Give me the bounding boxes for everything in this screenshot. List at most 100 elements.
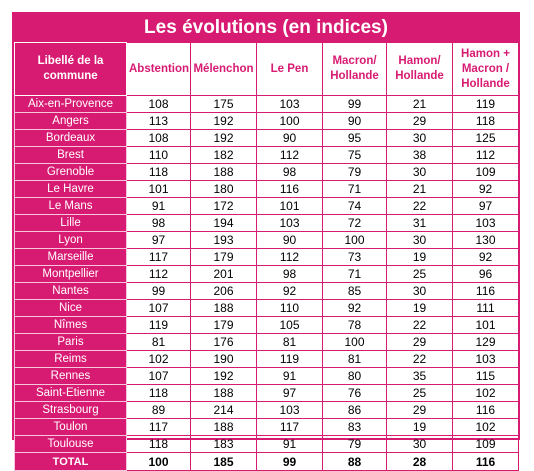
column-header-line: Abstention: [129, 62, 190, 75]
commune-name-cell: Nantes: [14, 282, 127, 300]
table-row: Rennes 107 192 91 80 35 115: [14, 367, 519, 385]
value-cell: 107: [126, 299, 191, 317]
table-row: Toulon 117 188 117 83 19 102: [14, 418, 519, 436]
commune-name-cell: Strasbourg: [14, 401, 127, 419]
commune-name-cell: Reims: [14, 350, 127, 368]
commune-name-cell: Grenoble: [14, 163, 127, 181]
column-header: Hamon/Hollande: [386, 42, 453, 96]
value-cell: 29: [386, 333, 453, 351]
value-cell: 99: [126, 282, 191, 300]
value-cell: 79: [322, 163, 387, 181]
column-header-line: Macron/: [332, 55, 377, 67]
table-row: Brest 110 182 112 75 38 112: [14, 146, 519, 164]
value-cell: 90: [256, 129, 323, 147]
value-cell: 190: [190, 350, 257, 368]
value-cell: 109: [452, 435, 519, 453]
value-cell: 71: [322, 180, 387, 198]
value-cell: 185: [190, 452, 257, 471]
value-cell: 38: [386, 146, 453, 164]
value-cell: 116: [452, 452, 519, 471]
value-cell: 175: [190, 95, 257, 113]
value-cell: 30: [386, 163, 453, 181]
value-cell: 119: [452, 95, 519, 113]
value-cell: 90: [322, 112, 387, 130]
table-row: Aix-en-Provence 108 175 103 99 21 119: [14, 95, 519, 113]
value-cell: 188: [190, 418, 257, 436]
value-cell: 91: [256, 435, 323, 453]
value-cell: 28: [386, 452, 453, 471]
value-cell: 22: [386, 350, 453, 368]
value-cell: 74: [322, 197, 387, 215]
value-cell: 192: [190, 367, 257, 385]
column-header: Le Pen: [256, 42, 323, 96]
table-row: Nîmes 119 179 105 78 22 101: [14, 316, 519, 334]
value-cell: 100: [256, 112, 323, 130]
value-cell: 86: [322, 401, 387, 419]
value-cell: 113: [126, 112, 191, 130]
value-cell: 88: [322, 452, 387, 471]
value-cell: 98: [256, 163, 323, 181]
value-cell: 29: [386, 112, 453, 130]
value-cell: 22: [386, 197, 453, 215]
value-cell: 116: [452, 282, 519, 300]
table-row: Le Mans 91 172 101 74 22 97: [14, 197, 519, 215]
commune-name-cell: Toulouse: [14, 435, 127, 453]
value-cell: 21: [386, 95, 453, 113]
value-cell: 30: [386, 282, 453, 300]
value-cell: 19: [386, 248, 453, 266]
value-cell: 71: [322, 265, 387, 283]
column-header-commune: Libellé de la commune: [14, 42, 127, 96]
value-cell: 111: [452, 299, 519, 317]
total-row: TOTAL 100 185 99 88 28 116: [14, 452, 519, 471]
header-commune-line2: commune: [43, 70, 98, 82]
table-title: Les évolutions (en indices): [14, 14, 518, 42]
value-cell: 76: [322, 384, 387, 402]
commune-name-cell: Le Mans: [14, 197, 127, 215]
value-cell: 119: [256, 350, 323, 368]
value-cell: 118: [126, 435, 191, 453]
table-row: Montpellier 112 201 98 71 25 96: [14, 265, 519, 283]
value-cell: 103: [452, 214, 519, 232]
value-cell: 193: [190, 231, 257, 249]
column-header-line: Hollande: [461, 77, 510, 90]
commune-name-cell: Montpellier: [14, 265, 127, 283]
value-cell: 31: [386, 214, 453, 232]
table-row: Toulouse 118 183 91 79 30 109: [14, 435, 519, 453]
value-cell: 102: [126, 350, 191, 368]
value-cell: 100: [126, 452, 191, 471]
value-cell: 194: [190, 214, 257, 232]
value-cell: 25: [386, 384, 453, 402]
value-cell: 176: [190, 333, 257, 351]
value-cell: 85: [322, 282, 387, 300]
commune-name-cell: Lyon: [14, 231, 127, 249]
indices-table: Libellé de la commune Abstention Mélench…: [14, 42, 519, 471]
value-cell: 103: [256, 401, 323, 419]
indices-table-panel: Les évolutions (en indices) Libellé de l…: [12, 12, 520, 471]
value-cell: 108: [126, 95, 191, 113]
commune-name-cell: Le Havre: [14, 180, 127, 198]
column-header: Abstention: [126, 42, 191, 96]
value-cell: 172: [190, 197, 257, 215]
column-header-line: Hamon/: [398, 55, 441, 67]
commune-name-cell: Rennes: [14, 367, 127, 385]
column-header-line: Hollande: [395, 70, 444, 82]
table-row: Grenoble 118 188 98 79 30 109: [14, 163, 519, 181]
value-cell: 29: [386, 401, 453, 419]
value-cell: 103: [256, 214, 323, 232]
column-header-line: Hamon +: [461, 47, 510, 60]
value-cell: 75: [322, 146, 387, 164]
table-row: Saint-Etienne 118 188 97 76 25 102: [14, 384, 519, 402]
value-cell: 182: [190, 146, 257, 164]
value-cell: 103: [452, 350, 519, 368]
column-header-line: Macron /: [461, 62, 510, 75]
value-cell: 79: [322, 435, 387, 453]
value-cell: 101: [452, 316, 519, 334]
value-cell: 108: [126, 129, 191, 147]
value-cell: 99: [256, 452, 323, 471]
commune-name-cell: Angers: [14, 112, 127, 130]
value-cell: 118: [126, 163, 191, 181]
value-cell: 117: [126, 248, 191, 266]
value-cell: 117: [256, 418, 323, 436]
table-row: Lyon 97 193 90 100 30 130: [14, 231, 519, 249]
value-cell: 188: [190, 163, 257, 181]
